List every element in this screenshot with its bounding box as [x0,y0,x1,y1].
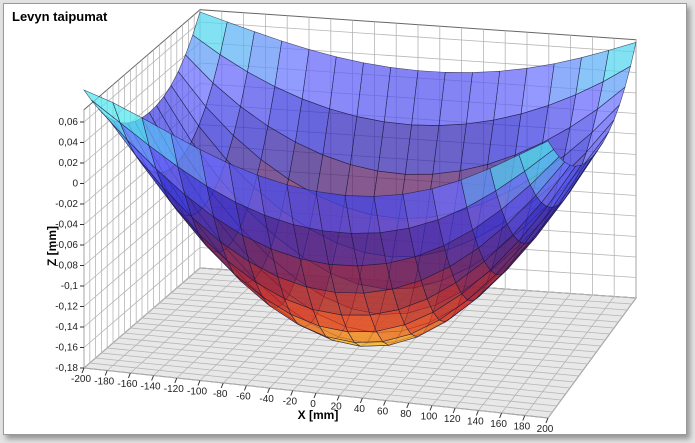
x-axis-label: X [mm] [298,408,339,422]
z-tick-label: -0,06 [55,240,78,251]
x-tick-mark [151,375,155,381]
x-tick-label: -20 [283,397,298,408]
x-tick-mark [429,405,433,411]
z-tick-label: -0,02 [55,199,78,210]
x-tick-label: 80 [400,409,412,420]
z-tick-label: 0 [72,179,78,190]
grid-line [112,84,571,389]
x-tick-label: -140 [141,382,161,393]
x-tick-label: 180 [513,422,530,433]
z-tick-label: 0,04 [59,138,79,149]
x-tick-mark [174,377,178,384]
x-tick-mark [313,392,317,399]
x-tick-label: 100 [421,412,438,423]
x-tick-label: 160 [490,419,507,430]
x-tick-mark [452,407,456,414]
surface-cell [379,227,416,264]
x-tick-label: -160 [117,379,137,390]
x-tick-label: -80 [213,389,228,400]
z-tick-label: -0,08 [55,261,78,272]
x-tick-label: 0 [310,399,316,410]
x-tick-label: 200 [537,424,554,435]
grid-line [129,69,584,371]
x-tick-label: 40 [354,404,366,415]
x-tick-mark [104,370,108,376]
x-tick-mark [383,400,387,406]
x-tick-mark [545,417,549,424]
z-tick-label: -0,1 [61,281,79,292]
x-tick-label: -180 [94,377,114,388]
x-tick-mark [359,397,363,404]
grid-line [124,74,579,377]
x-tick-mark [336,395,340,401]
x-tick-label: 20 [331,402,343,413]
grid-line [101,94,562,401]
x-tick-mark [267,387,271,394]
x-axis-ticks: -200 -180 -160 -140 -120 -100 -80 -60 -40 -20 0 20 4… [71,367,554,435]
x-tick-mark [406,402,410,409]
z-tick-label: -0,16 [55,343,78,354]
x-tick-label: 120 [444,414,461,425]
x-tick-label: -40 [259,394,274,405]
z-tick-label: -0,18 [55,363,78,374]
x-tick-mark [290,390,294,396]
x-tick-mark [475,410,479,416]
surface-mesh [83,11,637,347]
x-tick-label: -100 [187,387,207,398]
z-tick-label: -0,14 [55,322,78,333]
z-tick-label: 0,02 [59,158,79,169]
grid-line [95,99,557,407]
surface-cell [518,140,554,172]
z-axis-label: Z [mm] [45,226,59,266]
z-tick-label: -0,04 [55,220,78,231]
x-tick-mark [243,385,247,391]
z-tick-label: -0,12 [55,302,78,313]
x-tick-mark [127,372,131,379]
grid-line [89,104,553,413]
x-tick-label: -200 [71,374,91,385]
grid-line [118,79,575,383]
x-tick-label: -60 [236,392,251,403]
x-tick-mark [81,367,85,374]
grid-line [106,89,566,395]
x-tick-label: -120 [164,384,184,395]
x-tick-mark [522,415,526,421]
x-tick-mark [499,412,503,419]
x-tick-label: 140 [467,417,484,428]
x-tick-mark [197,380,201,386]
x-tick-mark [220,382,224,389]
x-tick-label: 60 [377,407,389,418]
chart-title: Levyn taipumat [12,9,108,24]
z-tick-label: 0,06 [59,117,79,128]
z-axis-ticks: 0,06 0,04 0,02 0 -0,02 -0,04 -0,06 -0,08 -0,1 -0,… [55,117,84,374]
